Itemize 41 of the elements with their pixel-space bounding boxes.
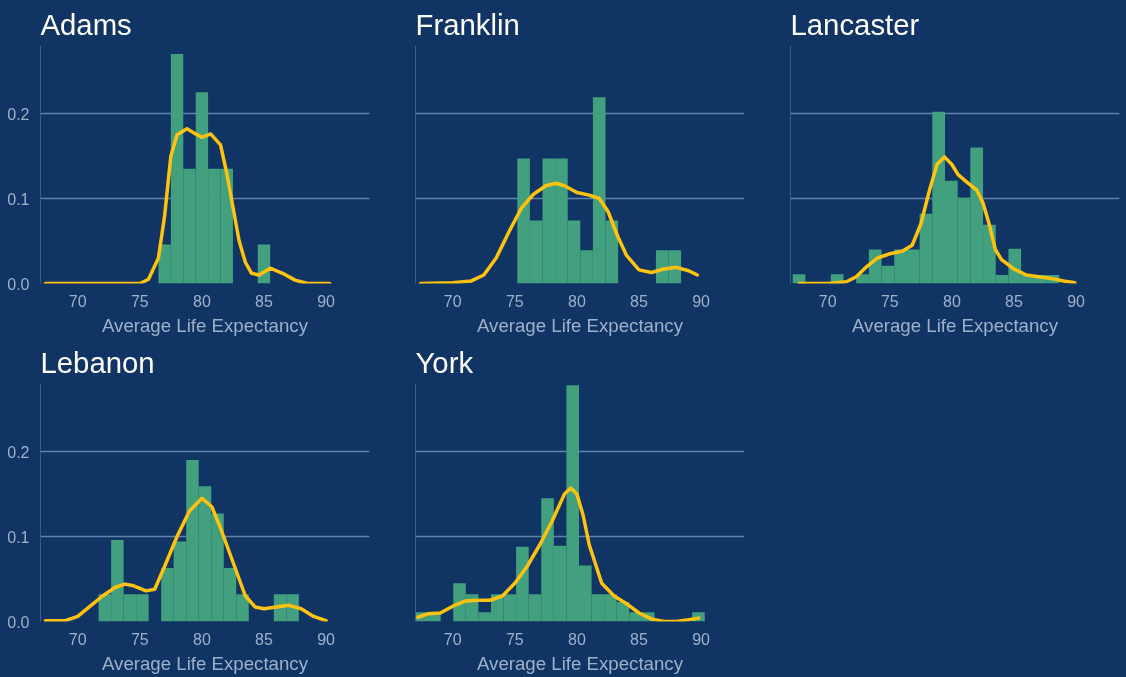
x-tick-label: 90 bbox=[317, 292, 336, 310]
x-tick-label: 70 bbox=[68, 292, 87, 310]
y-tick-label: 0.2 bbox=[7, 105, 30, 123]
chart-title: Lancaster bbox=[790, 7, 920, 41]
x-axis-title: Average Life Expectancy bbox=[851, 314, 1059, 336]
x-axis-title: Average Life Expectancy bbox=[101, 652, 309, 674]
x-axis-title: Average Life Expectancy bbox=[476, 314, 684, 336]
x-tick-label: 90 bbox=[1067, 292, 1086, 310]
x-tick-label: 70 bbox=[443, 630, 462, 648]
x-tick-label: 85 bbox=[630, 292, 648, 310]
y-tick-label: 0.0 bbox=[7, 613, 30, 631]
x-tick-label: 80 bbox=[943, 292, 961, 310]
x-axis-title: Average Life Expectancy bbox=[476, 652, 684, 674]
x-tick-label: 80 bbox=[193, 292, 211, 310]
x-tick-label: 75 bbox=[505, 292, 524, 310]
x-axis-title: Average Life Expectancy bbox=[101, 314, 309, 336]
x-tick-label: 80 bbox=[568, 630, 586, 648]
x-tick-label: 75 bbox=[880, 292, 899, 310]
y-tick-label: 0.2 bbox=[7, 443, 30, 461]
x-tick-label: 75 bbox=[505, 630, 524, 648]
x-tick-label: 75 bbox=[130, 630, 149, 648]
x-tick-label: 70 bbox=[818, 292, 837, 310]
x-tick-label: 85 bbox=[255, 292, 273, 310]
y-tick-label: 0.1 bbox=[7, 190, 30, 208]
x-tick-label: 80 bbox=[568, 292, 586, 310]
x-tick-label: 80 bbox=[193, 630, 211, 648]
x-tick-label: 90 bbox=[692, 292, 711, 310]
chart-title: Lebanon bbox=[40, 345, 155, 379]
x-tick-label: 90 bbox=[317, 630, 336, 648]
x-tick-label: 85 bbox=[1005, 292, 1023, 310]
x-tick-label: 90 bbox=[692, 630, 711, 648]
y-tick-label: 0.0 bbox=[7, 275, 30, 293]
chart-title: Adams bbox=[40, 7, 132, 41]
x-tick-label: 75 bbox=[130, 292, 149, 310]
y-tick-label: 0.1 bbox=[7, 528, 30, 546]
chart-title: Franklin bbox=[415, 7, 520, 41]
chart-title: York bbox=[415, 345, 474, 379]
x-tick-label: 85 bbox=[255, 630, 273, 648]
x-tick-label: 70 bbox=[68, 630, 87, 648]
x-tick-label: 85 bbox=[630, 630, 648, 648]
x-tick-label: 70 bbox=[443, 292, 462, 310]
